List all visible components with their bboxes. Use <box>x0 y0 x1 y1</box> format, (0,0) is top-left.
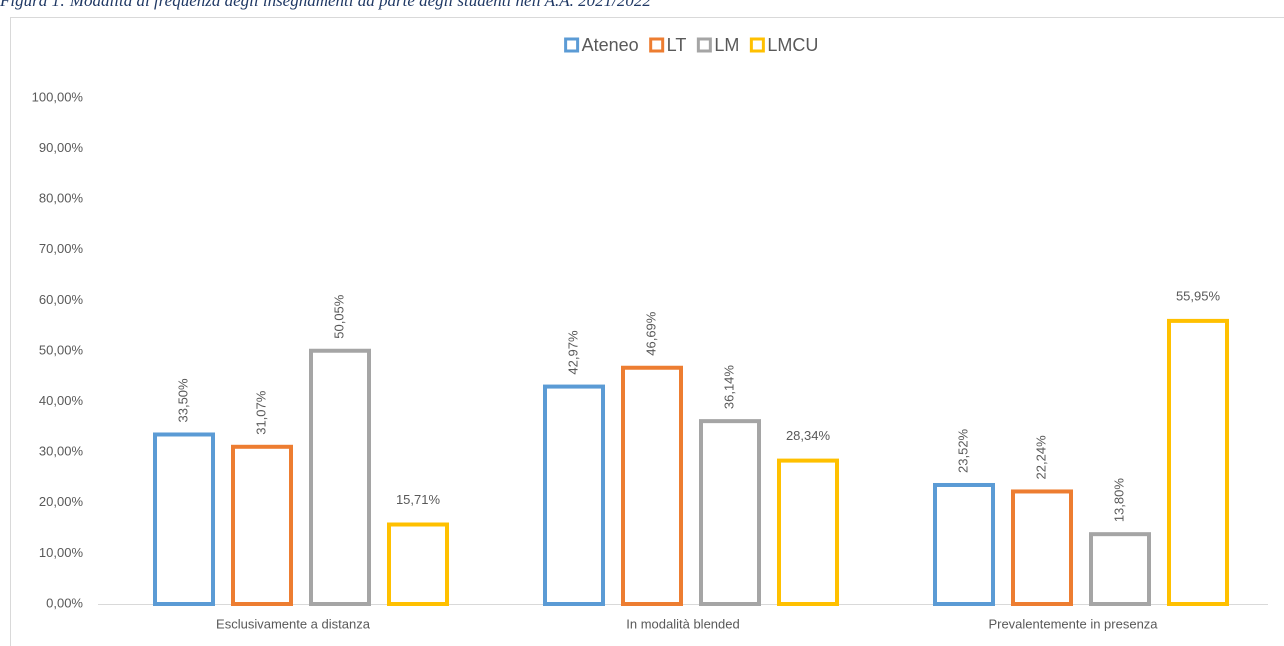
bar <box>1167 318 1229 606</box>
legend-label: LT <box>667 35 687 55</box>
bar <box>699 419 761 606</box>
bar <box>387 522 449 606</box>
y-tick-label: 60,00% <box>39 292 84 307</box>
y-tick-label: 80,00% <box>39 191 84 206</box>
y-tick-label: 40,00% <box>39 393 84 408</box>
chart-title: Figura 1: Modalità di frequenza degli in… <box>0 0 651 10</box>
bar <box>309 348 371 607</box>
value-label: 36,14% <box>721 365 736 410</box>
y-tick-label: 50,00% <box>39 342 84 357</box>
value-label: 55,95% <box>1176 288 1221 303</box>
value-label: 13,80% <box>1111 478 1126 523</box>
y-tick-label: 0,00% <box>46 595 83 610</box>
value-label: 42,97% <box>565 330 580 375</box>
value-label: 15,71% <box>396 492 441 507</box>
y-tick-label: 100,00% <box>32 89 84 104</box>
x-tick-label: Esclusivamente a distanza <box>216 616 371 631</box>
bar <box>621 365 683 606</box>
y-tick-label: 30,00% <box>39 444 84 459</box>
value-label: 33,50% <box>175 378 190 423</box>
y-tick-label: 10,00% <box>39 545 84 560</box>
bar <box>1011 489 1073 607</box>
value-label: 50,05% <box>331 294 346 339</box>
x-tick-label: Prevalentemente in presenza <box>988 616 1158 631</box>
chart-frame <box>10 17 1284 646</box>
x-tick-label: In modalità blended <box>626 616 739 631</box>
legend-label: LM <box>714 35 739 55</box>
legend-swatch <box>649 37 665 53</box>
value-label: 46,69% <box>643 311 658 356</box>
y-tick-label: 20,00% <box>39 494 84 509</box>
bar <box>777 458 839 607</box>
bar <box>153 432 215 606</box>
legend-swatch <box>696 37 712 53</box>
bar <box>933 482 995 606</box>
value-label: 31,07% <box>253 390 268 435</box>
legend-label: Ateneo <box>582 35 639 55</box>
legend-label: LMCU <box>767 35 818 55</box>
bar <box>231 444 293 606</box>
legend-swatch <box>749 37 765 53</box>
value-label: 28,34% <box>786 428 831 443</box>
value-label: 23,52% <box>955 428 970 473</box>
y-tick-label: 70,00% <box>39 241 84 256</box>
legend-swatch <box>564 37 580 53</box>
bar <box>543 384 605 607</box>
y-tick-label: 90,00% <box>39 140 84 155</box>
bar <box>1089 532 1151 606</box>
value-label: 22,24% <box>1033 435 1048 480</box>
